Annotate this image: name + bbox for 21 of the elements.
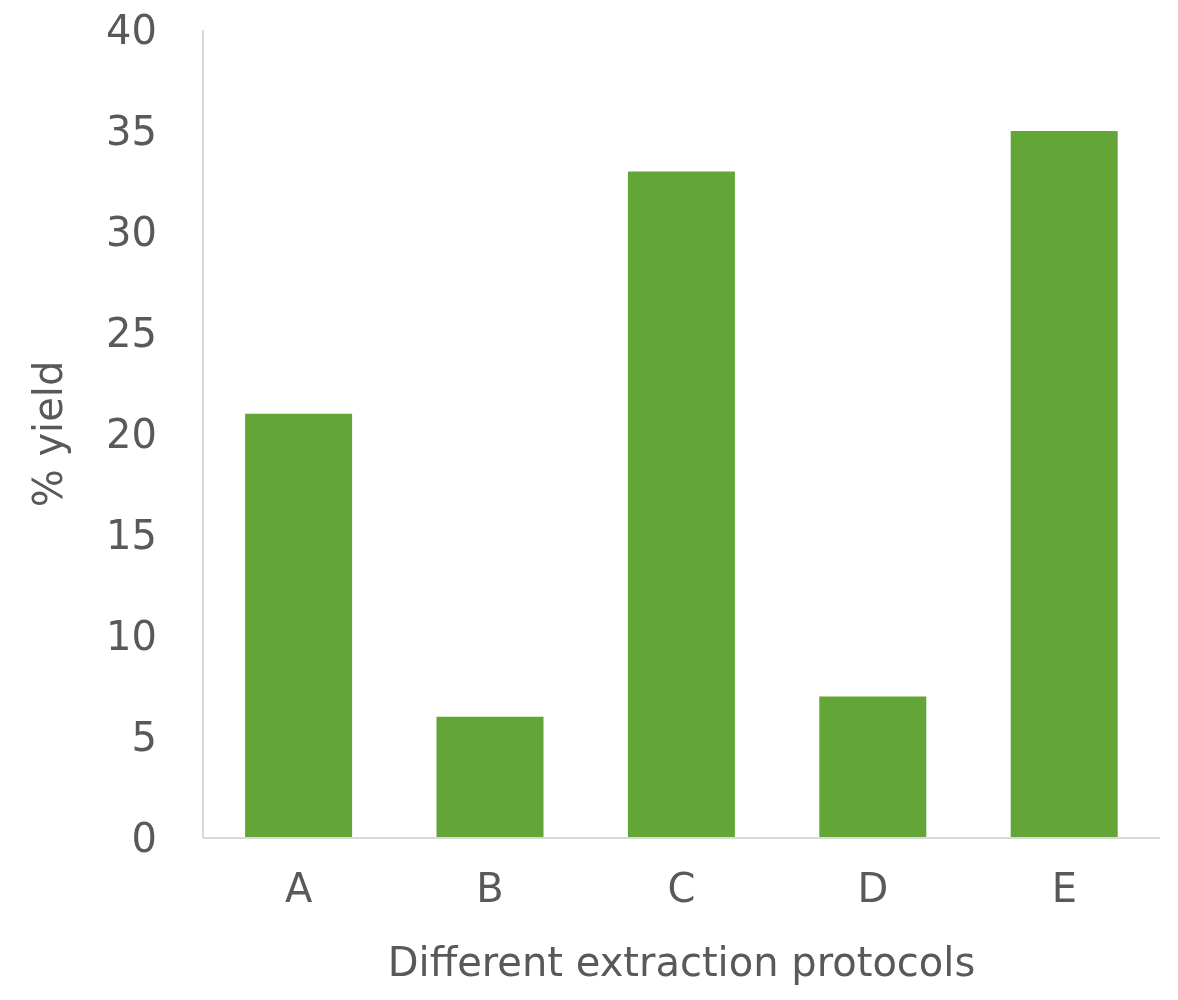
y-tick-label: 10 <box>106 613 157 660</box>
x-tick-label: E <box>1051 865 1077 912</box>
y-tick-label: 30 <box>106 209 157 256</box>
x-tick-label: C <box>667 865 696 912</box>
bar <box>1010 131 1118 838</box>
y-tick-label: 40 <box>106 7 157 54</box>
y-tick-label: 20 <box>106 411 157 458</box>
x-axis-title: Different extraction protocols <box>387 939 976 985</box>
y-tick-label: 15 <box>106 512 157 559</box>
x-tick-label: B <box>476 865 504 912</box>
y-tick-label: 35 <box>106 108 157 155</box>
y-tick-label: 5 <box>131 714 157 761</box>
x-tick-label: D <box>857 865 889 912</box>
bar <box>819 696 927 838</box>
x-tick-label: A <box>285 865 314 912</box>
bar <box>627 171 735 838</box>
y-tick-label: 0 <box>131 815 157 862</box>
y-tick-label: 25 <box>106 310 157 357</box>
bar <box>436 716 544 838</box>
y-axis-title: % yield <box>25 360 72 508</box>
bar <box>245 413 353 838</box>
